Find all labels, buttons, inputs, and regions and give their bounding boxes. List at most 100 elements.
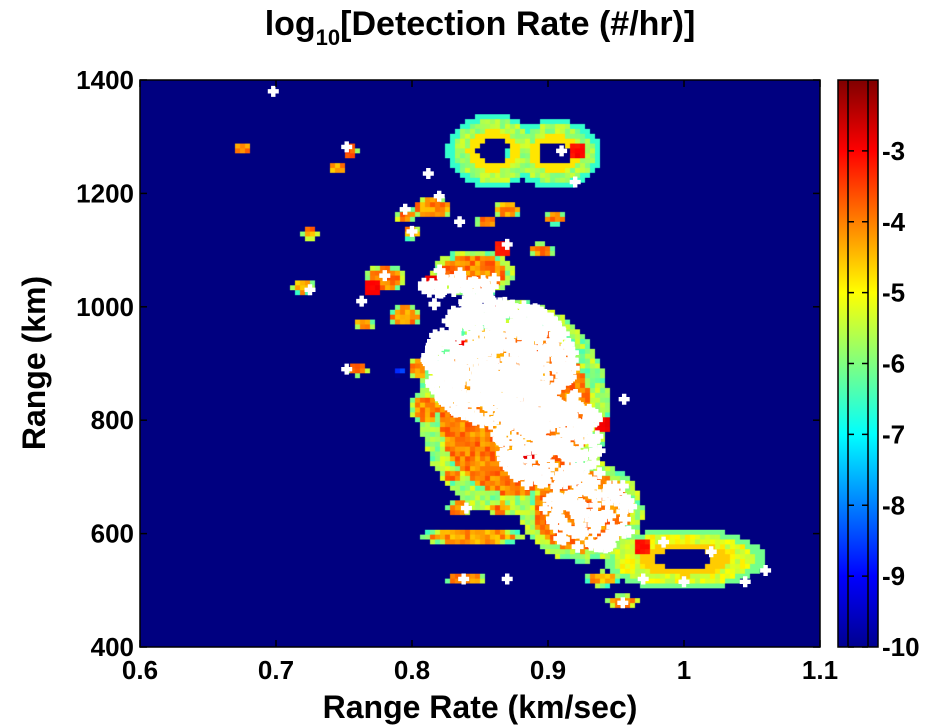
detection-marker <box>457 276 470 289</box>
detection-marker <box>562 359 575 372</box>
colorbar-gradient <box>838 80 878 647</box>
detection-marker <box>472 345 485 358</box>
detection-marker <box>422 168 434 180</box>
detection-marker <box>473 290 486 303</box>
detection-marker <box>622 494 635 507</box>
detection-marker <box>566 499 579 512</box>
detection-marker <box>461 345 474 358</box>
detection-marker <box>455 402 468 415</box>
title-subscript: 10 <box>316 25 340 50</box>
detection-marker <box>556 145 568 157</box>
detection-marker <box>588 476 601 489</box>
detection-marker <box>444 393 457 406</box>
detection-marker <box>501 238 513 250</box>
detection-marker <box>493 395 506 408</box>
detection-marker <box>494 304 507 317</box>
detection-marker <box>551 396 564 409</box>
detection-marker <box>446 329 459 342</box>
detection-marker <box>468 413 481 426</box>
detection-marker <box>429 346 442 359</box>
detection-marker <box>514 389 527 402</box>
detection-marker <box>544 402 557 415</box>
detection-marker <box>429 329 442 342</box>
detection-marker <box>579 448 592 461</box>
detection-marker <box>542 468 555 481</box>
detection-marker <box>505 327 518 340</box>
detection-marker <box>565 443 578 456</box>
detection-marker <box>493 320 506 333</box>
detection-marker <box>538 453 551 466</box>
detection-marker <box>516 401 529 414</box>
detection-marker <box>447 285 460 298</box>
detection-marker <box>484 402 497 415</box>
detection-marker <box>539 322 552 335</box>
colorbar-tick-label: -9 <box>882 561 905 591</box>
detection-marker <box>617 597 629 609</box>
detection-marker <box>597 532 610 545</box>
detection-marker <box>473 375 486 388</box>
detection-marker <box>436 270 449 283</box>
detection-marker <box>434 390 447 403</box>
detection-marker <box>523 393 536 406</box>
detection-marker <box>463 331 476 344</box>
x-tick-label: 1 <box>677 655 691 685</box>
detection-marker <box>493 297 506 310</box>
detection-marker <box>458 283 471 296</box>
detection-marker <box>493 381 506 394</box>
detection-marker <box>601 506 614 519</box>
detection-marker <box>507 413 520 426</box>
detection-marker <box>534 332 547 345</box>
detection-marker <box>521 363 534 376</box>
detection-marker <box>456 369 469 382</box>
detection-marker <box>479 344 492 357</box>
detection-marker <box>451 346 464 359</box>
detection-marker <box>457 305 470 318</box>
detection-marker <box>574 498 587 511</box>
detection-marker <box>491 326 504 339</box>
x-tick-label: 0.6 <box>122 655 158 685</box>
detection-marker <box>509 306 522 319</box>
detection-marker <box>486 280 499 293</box>
detection-marker <box>618 393 630 405</box>
detection-marker <box>504 463 517 476</box>
detection-marker <box>485 317 498 330</box>
detection-marker <box>453 332 466 345</box>
detection-marker <box>445 274 458 287</box>
plot-area <box>139 79 821 648</box>
detection-marker <box>542 344 555 357</box>
detection-marker <box>423 285 436 298</box>
detection-marker <box>567 464 580 477</box>
detection-marker <box>559 477 572 490</box>
detection-marker <box>536 461 549 474</box>
detection-marker <box>574 523 587 536</box>
x-tick-label: 0.8 <box>394 655 430 685</box>
detection-marker <box>488 359 501 372</box>
detection-marker <box>467 398 480 411</box>
detection-marker <box>592 517 605 530</box>
detection-marker <box>529 438 542 451</box>
detection-marker <box>555 440 568 453</box>
detection-marker <box>510 314 523 327</box>
detection-marker <box>499 458 512 471</box>
detection-marker <box>524 409 537 422</box>
detection-marker <box>454 267 467 280</box>
detection-marker <box>508 446 521 459</box>
y-tick-label: 600 <box>91 519 134 549</box>
detection-marker <box>534 451 547 464</box>
detection-marker <box>443 360 456 373</box>
detection-marker <box>584 513 597 526</box>
detection-marker <box>514 310 527 323</box>
detection-marker <box>552 381 565 394</box>
detection-marker <box>492 433 505 446</box>
title-rest: [Detection Rate (#/hr)] <box>340 5 695 43</box>
detection-marker <box>524 471 537 484</box>
detection-marker <box>575 452 588 465</box>
detection-marker <box>509 368 522 381</box>
detection-marker <box>501 411 514 424</box>
detection-marker <box>578 480 591 493</box>
detection-marker <box>463 300 476 313</box>
detection-marker <box>399 203 411 215</box>
detection-marker <box>497 427 510 440</box>
detection-marker <box>341 141 353 153</box>
